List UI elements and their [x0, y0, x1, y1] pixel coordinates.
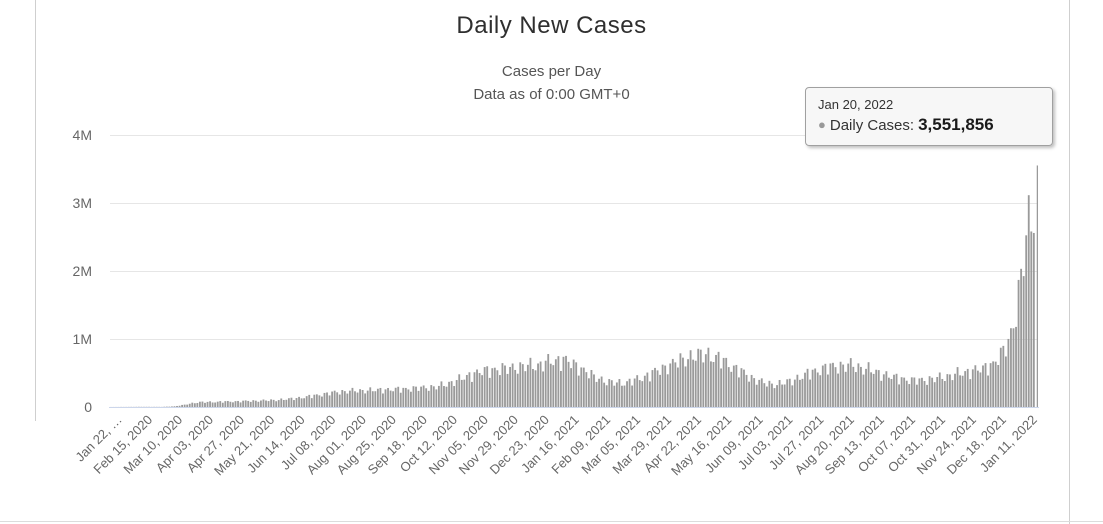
tooltip-date: Jan 20, 2022: [818, 97, 894, 112]
y-axis-label-2M: 2M: [72, 263, 92, 279]
chart-subtitle-cases-per-day: Cases per Day: [501, 63, 602, 80]
chart-title: Daily New Cases: [456, 12, 647, 39]
y-axis-label-0: 0: [84, 399, 92, 415]
chart-plot-area[interactable]: [110, 130, 1038, 407]
tooltip-series-label: Daily Cases:: [829, 117, 915, 134]
chart-subtitle-data-asof: Data as of 0:00 GMT+0: [473, 86, 630, 103]
y-axis-label-3M: 3M: [72, 195, 92, 211]
page-divider-right: [1069, 0, 1070, 524]
x-axis-line: [109, 407, 1039, 408]
tooltip-series-row: ● Daily Cases: 3,551,856: [818, 115, 1038, 135]
chart-tooltip: Jan 20, 2022 ● Daily Cases: 3,551,856: [805, 87, 1053, 146]
y-axis-label-1M: 1M: [72, 331, 92, 347]
tooltip-value: 3,551,856: [918, 115, 994, 134]
series-marker-icon: ●: [818, 117, 826, 132]
page-divider-left: [35, 0, 36, 421]
y-axis-label-4M: 4M: [72, 127, 92, 143]
page-divider-bottom: [0, 521, 1103, 522]
